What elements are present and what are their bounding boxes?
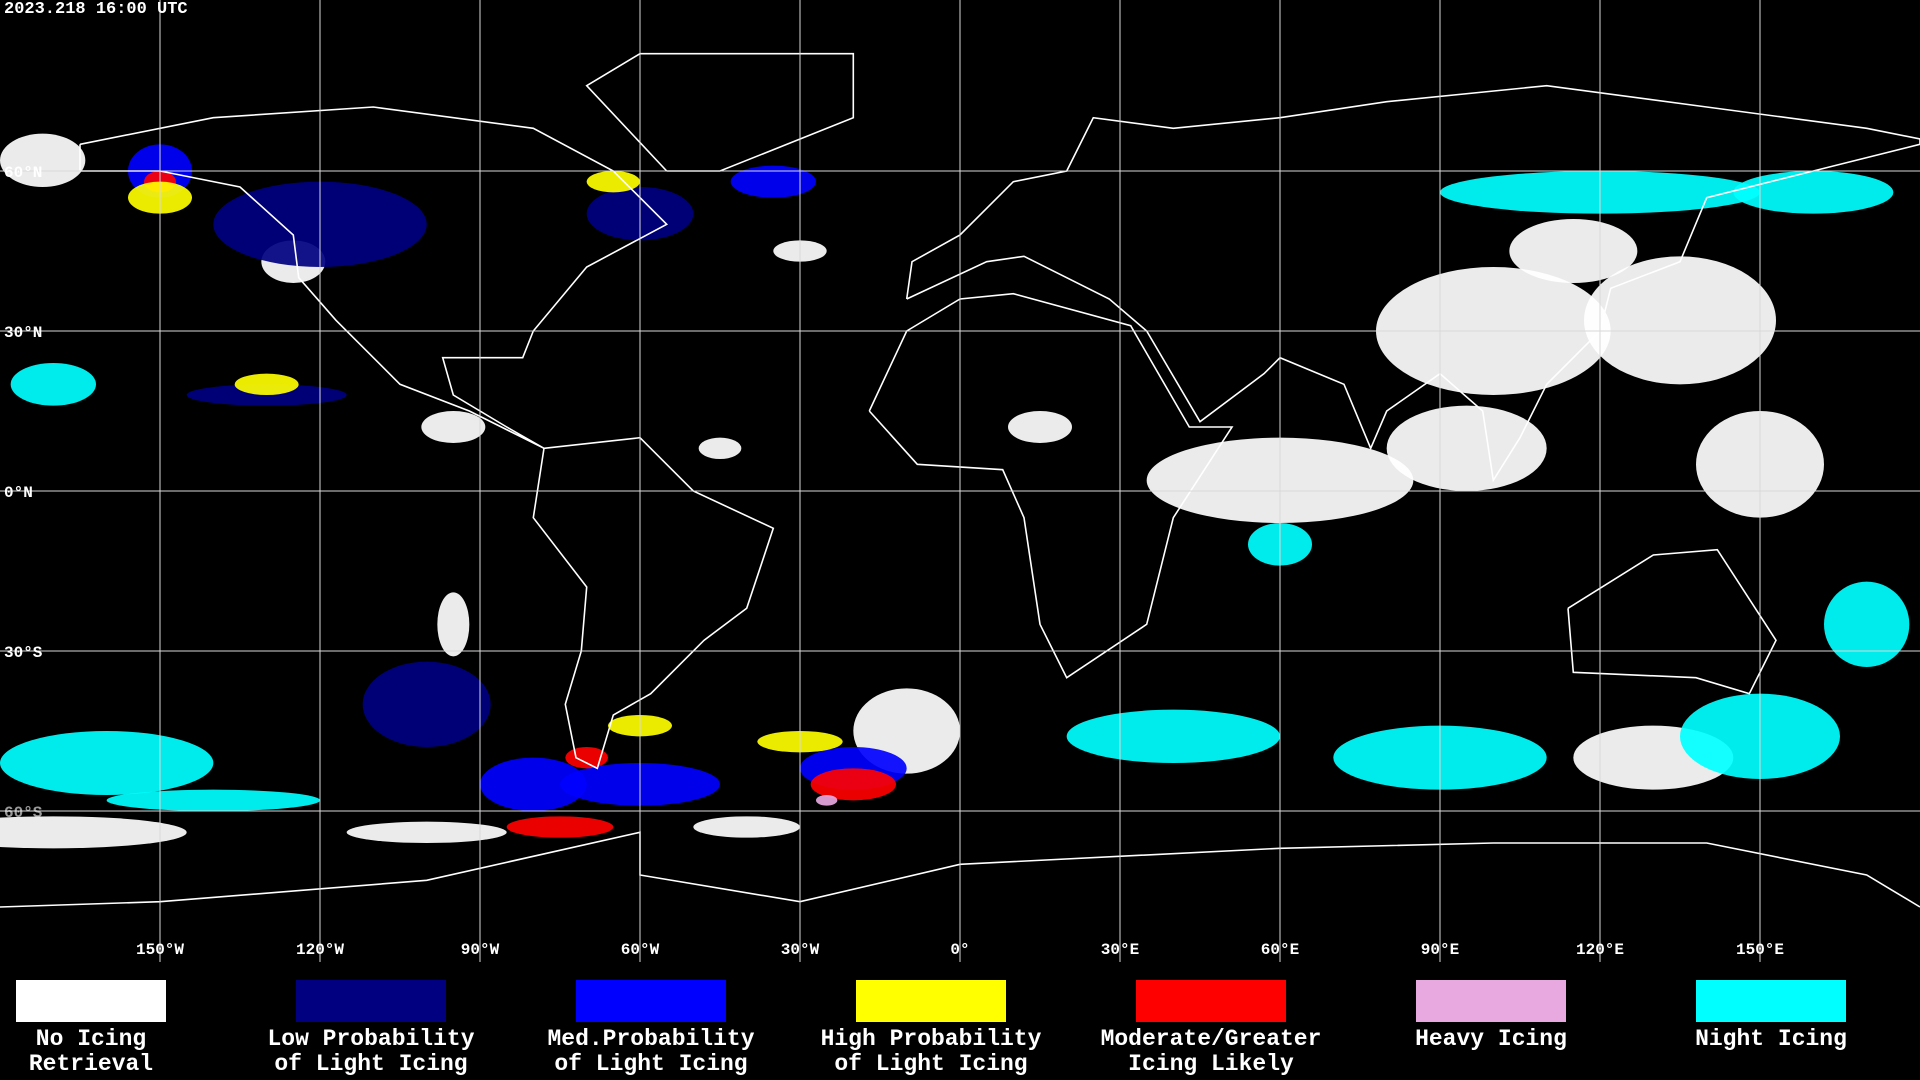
icing-patch — [693, 816, 801, 838]
legend-label: Retrieval — [29, 1051, 153, 1077]
icing-patch — [437, 592, 470, 657]
map-labels: 150°W 120°W 90°W 60°W 30°W 0° 30°E 60°E 90°E 120°… — [4, 164, 1784, 959]
longitude-label: 120°W — [296, 941, 344, 959]
coastline — [868, 292, 1234, 679]
legend-label: Icing Likely — [1128, 1051, 1294, 1077]
legend-label: Moderate/Greater — [1101, 1026, 1322, 1052]
icing-patch — [234, 373, 299, 396]
icing-patch — [1824, 581, 1910, 667]
legend-label: No Icing — [36, 1026, 146, 1052]
icing-patch — [10, 363, 96, 406]
coastline — [0, 831, 1920, 908]
icing-patch — [1066, 709, 1281, 763]
icing-patch — [106, 789, 321, 811]
icing-patch — [565, 747, 609, 769]
longitude-label: 150°E — [1736, 941, 1784, 959]
longitude-label: 60°W — [621, 941, 660, 959]
legend-swatch — [296, 980, 446, 1022]
longitude-label: 90°E — [1421, 941, 1459, 959]
legend-swatch — [16, 980, 166, 1022]
legend-swatch — [856, 980, 1006, 1022]
legend-label: Night Icing — [1695, 1026, 1847, 1052]
legend-label: of Light Icing — [554, 1051, 747, 1077]
icing-patch — [0, 816, 187, 849]
latitude-label: 60°N — [4, 164, 42, 182]
longitude-label: 120°E — [1576, 941, 1624, 959]
icing-patch — [421, 411, 486, 443]
icing-patch — [1008, 411, 1072, 443]
longitude-label: 60°E — [1261, 941, 1299, 959]
longitude-label: 30°W — [781, 941, 820, 959]
legend-label: Low Probability — [267, 1026, 474, 1052]
coastline — [1567, 548, 1777, 695]
graticule — [0, 0, 1920, 962]
longitude-label: 90°W — [461, 941, 500, 959]
icing-patch — [1584, 256, 1776, 385]
icing-patch — [810, 768, 896, 801]
icing-patch — [1509, 219, 1638, 283]
legend-label: of Light Icing — [834, 1051, 1027, 1077]
latitude-label: 30°N — [4, 324, 42, 342]
legend-swatch — [1416, 980, 1566, 1022]
icing-patch — [0, 133, 86, 187]
icing-patch — [506, 816, 614, 838]
coastline — [532, 436, 775, 770]
legend-swatch — [576, 980, 726, 1022]
legend-swatch — [1696, 980, 1846, 1022]
icing-patch — [1386, 405, 1547, 492]
legend-label: Heavy Icing — [1415, 1026, 1567, 1052]
legend-label: of Light Icing — [274, 1051, 467, 1077]
legend-label: High Probability — [821, 1026, 1042, 1052]
longitude-label: 150°W — [136, 941, 184, 959]
latitude-label: 0°N — [4, 484, 33, 502]
latitude-label: 60°S — [4, 804, 43, 822]
timestamp: 2023.218 16:00 UTC — [4, 0, 188, 19]
longitude-label: 0° — [950, 941, 969, 959]
icing-patch — [816, 795, 838, 806]
coastline — [905, 84, 1920, 483]
icing-patch — [479, 757, 587, 811]
icing-patch — [0, 731, 214, 795]
longitude-label: 30°E — [1101, 941, 1139, 959]
icing-patch — [730, 165, 816, 198]
icing-patch — [698, 437, 742, 460]
latitude-label: 30°S — [4, 644, 43, 662]
icing-patch — [346, 821, 507, 843]
legend-label: Med.Probability — [547, 1026, 754, 1052]
legend-swatch — [1136, 980, 1286, 1022]
icing-patch — [586, 171, 640, 193]
icing-patch — [362, 661, 491, 747]
icing-patch — [1733, 171, 1894, 214]
